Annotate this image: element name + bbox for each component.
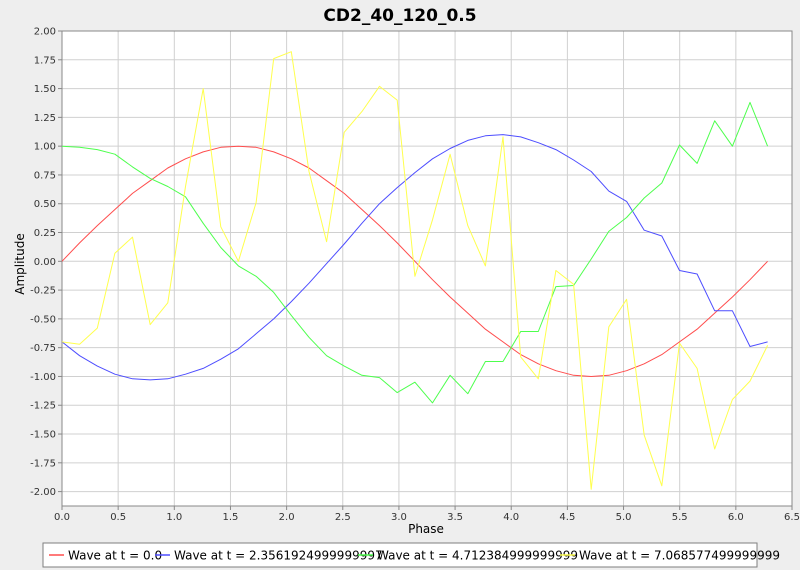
y-tick-label: -1.50 <box>30 430 56 441</box>
plot-area: 2.00 1.75 1.50 1.25 1.00 0.75 0.50 0.25 0.00 -0.2… <box>30 27 800 524</box>
y-tick-label: -0.75 <box>30 343 56 354</box>
series-line <box>61 145 768 377</box>
x-tick-label: 5.5 <box>672 512 688 523</box>
y-tick-label: -0.50 <box>30 314 56 325</box>
y-tick-label: 1.25 <box>34 113 56 124</box>
x-tick-label: 3.0 <box>391 512 407 523</box>
x-tick-label: 0.5 <box>110 512 126 523</box>
y-tick-label: 0.75 <box>34 170 56 181</box>
x-tick-label: 1.5 <box>223 512 239 523</box>
y-tick-label: -1.75 <box>30 458 56 469</box>
x-tick-label: 2.0 <box>279 512 295 523</box>
legend: Wave at t = 0.0 Wave at t = 2.35619249999… <box>42 542 780 568</box>
x-axis-label: Phase <box>408 522 444 536</box>
legend-label: Wave at t = 4.712384999999999 <box>377 549 578 563</box>
plot-border <box>61 30 793 507</box>
x-tick-label: 5.0 <box>616 512 632 523</box>
x-tick-label: 3.5 <box>447 512 463 523</box>
x-tick-label: 0.0 <box>54 512 70 523</box>
y-tick-label: 1.50 <box>34 84 56 95</box>
chart-title: CD2_40_120_0.5 <box>323 6 476 26</box>
y-tick-label: -2.00 <box>30 487 56 498</box>
y-tick-label: 0.50 <box>34 199 56 210</box>
x-tick-label: 6.5 <box>784 512 800 523</box>
y-axis-label: Amplitude <box>13 233 27 295</box>
y-tick-label: 2.00 <box>34 27 56 38</box>
x-tick-label: 2.5 <box>335 512 351 523</box>
x-tick-label: 4.5 <box>559 512 575 523</box>
y-tick-label: -0.25 <box>30 286 56 297</box>
x-tick-label: 4.0 <box>503 512 519 523</box>
x-tick-label: 1.0 <box>166 512 182 523</box>
y-tick-label: -1.00 <box>30 372 56 383</box>
plot-background <box>62 31 792 506</box>
y-tick-label: 1.75 <box>34 55 56 66</box>
legend-label: Wave at t = 7.068577499999999 <box>579 549 780 563</box>
series-line <box>61 134 768 381</box>
series-line <box>61 51 769 490</box>
y-tick-label: 1.00 <box>34 142 56 153</box>
legend-label: Wave at t = 0.0 <box>68 549 162 563</box>
y-tick-label: 0.25 <box>34 228 56 239</box>
series-line <box>61 101 769 404</box>
y-tick-label: 0.00 <box>34 257 56 268</box>
y-tick-label: -1.25 <box>30 401 56 412</box>
legend-label: Wave at t = 2.3561924999999997 <box>174 549 383 563</box>
x-tick-label: 6.0 <box>728 512 744 523</box>
